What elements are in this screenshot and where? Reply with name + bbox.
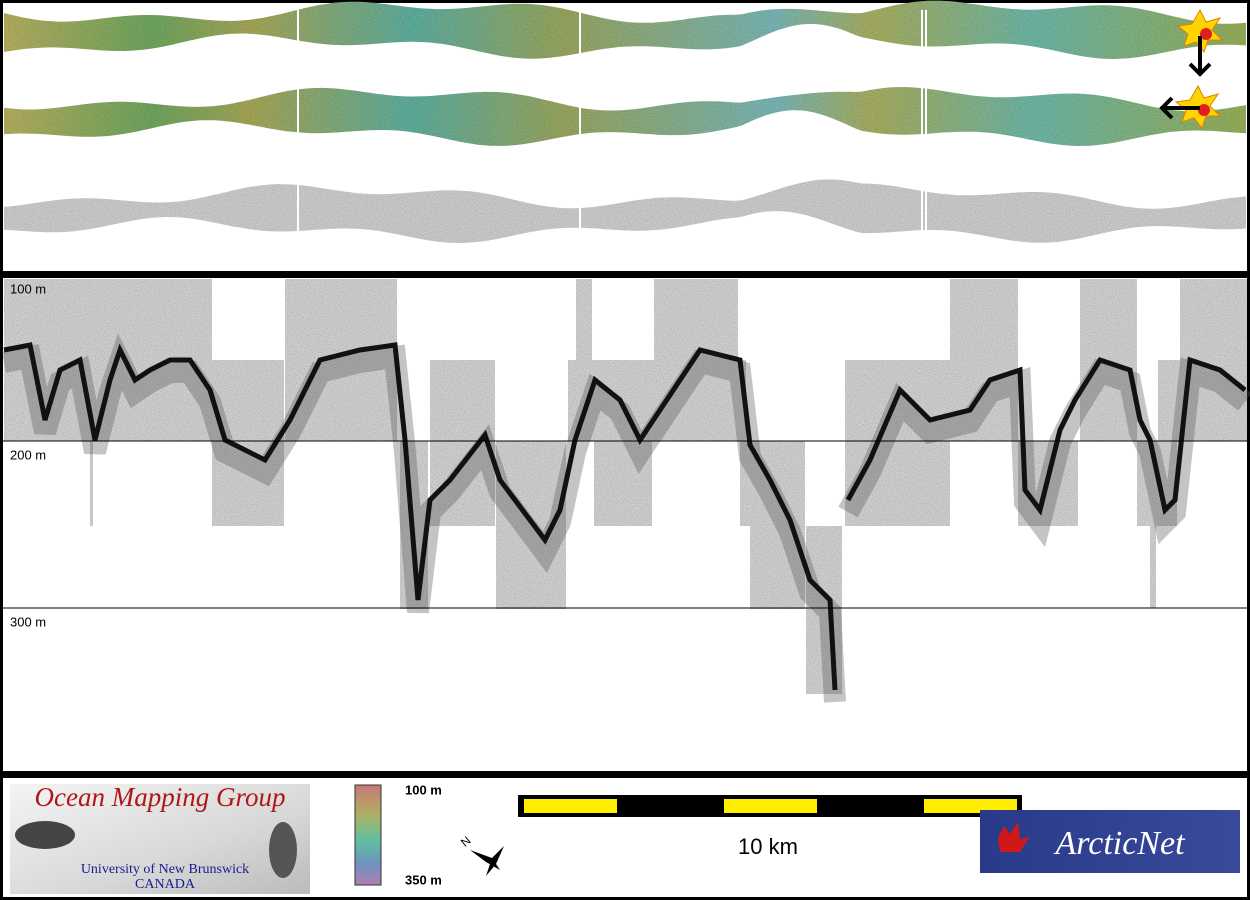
depth-label: 100 m	[10, 281, 46, 296]
color-scale-label: 100 m	[405, 782, 442, 797]
logo-image	[269, 822, 297, 878]
partner-name: ArcticNet	[1053, 825, 1186, 862]
subbottom-profile	[1, 279, 1250, 703]
profile-record	[576, 279, 592, 360]
color-scale	[354, 784, 382, 886]
logo-image	[15, 821, 75, 849]
profile-record	[90, 441, 93, 526]
profile-record	[1180, 279, 1247, 360]
profile-record	[568, 360, 596, 441]
sun-icons	[1159, 8, 1224, 130]
color-scale-label: 350 m	[405, 872, 442, 887]
scale-bar-label: 10 km	[738, 834, 798, 859]
profile-record	[750, 441, 805, 609]
profile-record	[845, 360, 950, 526]
depth-label: 200 m	[10, 447, 46, 462]
profile-record	[1080, 279, 1137, 441]
profile-record	[285, 279, 397, 441]
logo-title: Ocean Mapping Group	[35, 782, 286, 812]
seafloor	[845, 356, 1247, 516]
logo-country: CANADA	[135, 877, 196, 892]
profile-record	[1150, 526, 1156, 608]
omg-logo: Ocean Mapping Group University of New Br…	[10, 782, 310, 894]
profile-record	[430, 441, 495, 526]
logo-university: University of New Brunswick	[81, 862, 249, 877]
profile-record	[654, 279, 738, 360]
profile-record	[1158, 360, 1247, 441]
profile-record	[430, 360, 495, 441]
swath-strip	[4, 0, 1246, 59]
seafloor-shadow	[838, 357, 1250, 548]
swath-strips	[4, 0, 1246, 250]
seafloor	[3, 342, 838, 691]
swath-strip	[4, 87, 1246, 146]
depth-label: 300 m	[10, 614, 46, 629]
arcticnet-logo: ArcticNet	[980, 810, 1240, 873]
scale-bar: 10 km	[518, 795, 1022, 859]
profile-record	[594, 441, 652, 526]
profile-record	[212, 360, 284, 526]
swath-strip	[4, 179, 1246, 243]
